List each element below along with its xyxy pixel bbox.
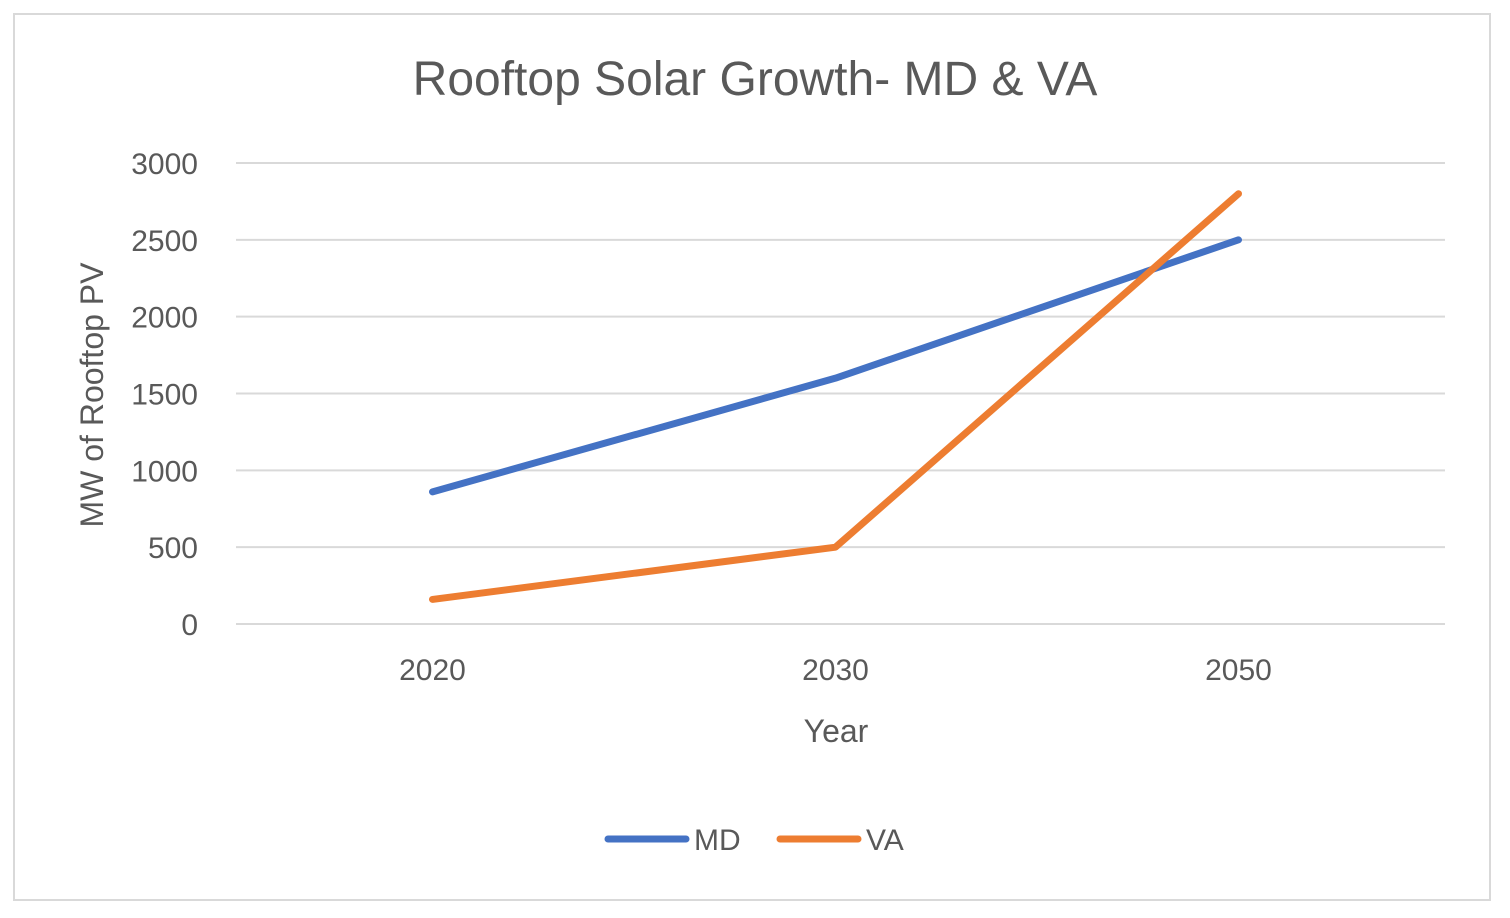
series-line-va (429, 190, 1242, 603)
x-axis-label: Year (804, 713, 869, 749)
series-line-md (429, 236, 1242, 496)
y-tick-label: 2000 (131, 302, 198, 335)
legend: MD VA (604, 824, 904, 857)
chart-title: Rooftop Solar Growth- MD & VA (412, 53, 1098, 106)
x-tick-label: 2020 (399, 654, 466, 687)
gridlines (236, 162, 1445, 625)
series-lines (429, 190, 1242, 603)
legend-label-va: VA (866, 824, 904, 857)
y-axis-ticks: 0 500 1000 1500 2000 2500 3000 (131, 148, 198, 642)
legend-label-md: MD (694, 824, 741, 857)
y-tick-label: 1000 (131, 455, 198, 488)
y-tick-label: 2500 (131, 225, 198, 258)
chart-frame (13, 13, 1491, 901)
y-axis-label: MW of Rooftop PV (74, 262, 110, 528)
y-tick-label: 1500 (131, 379, 198, 412)
y-tick-label: 500 (148, 532, 198, 565)
x-tick-label: 2030 (802, 654, 869, 687)
y-tick-label: 3000 (131, 148, 198, 181)
x-axis-ticks: 2020 2030 2050 (399, 654, 1272, 687)
y-tick-label: 0 (181, 609, 198, 642)
x-tick-label: 2050 (1205, 654, 1272, 687)
